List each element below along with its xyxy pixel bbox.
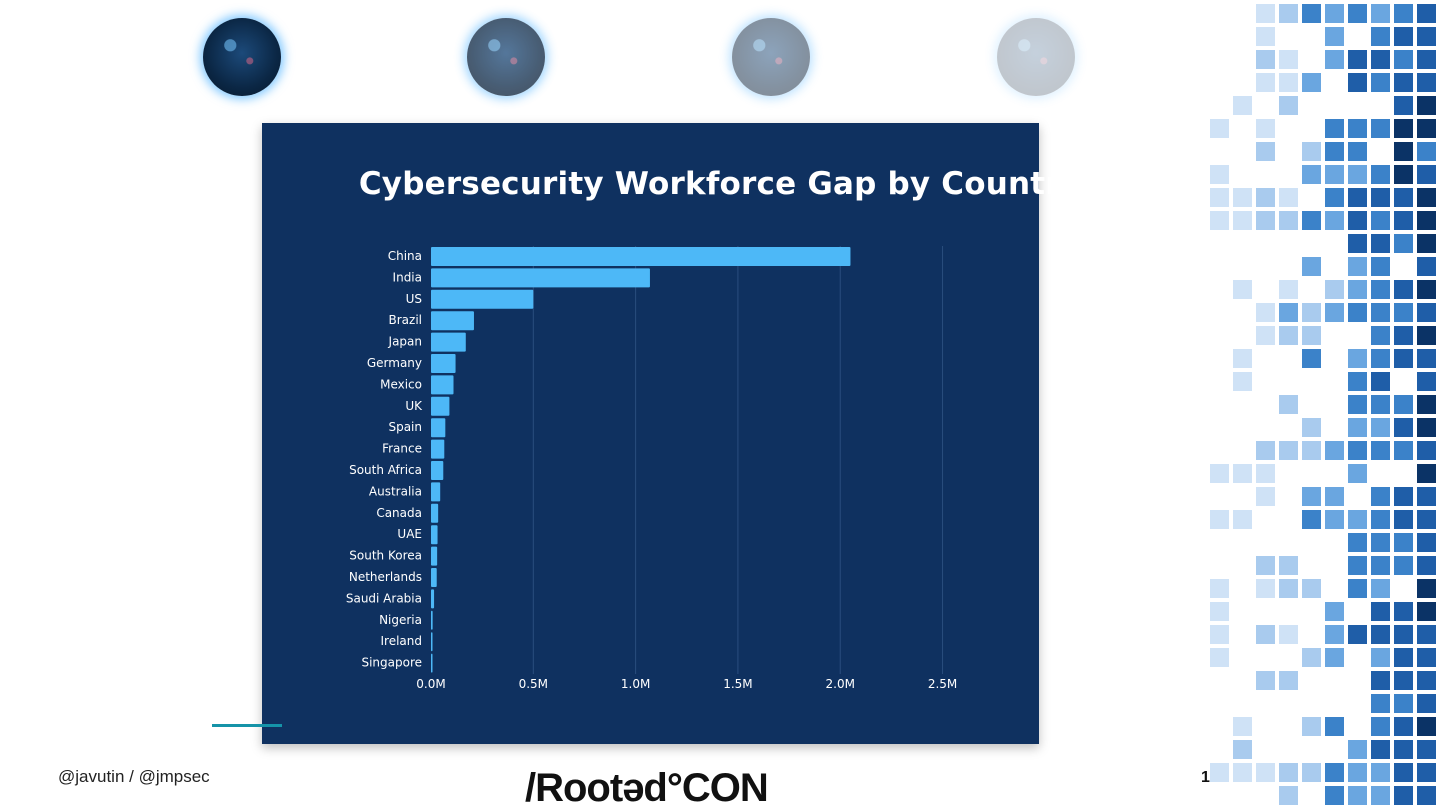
category-label: South Korea — [349, 549, 422, 563]
bar — [431, 568, 437, 587]
page-number: 10 — [1201, 769, 1219, 786]
bar — [431, 396, 450, 416]
category-label: Nigeria — [379, 613, 422, 627]
speaker-handles: @javutin / @jmpsec — [58, 767, 210, 786]
category-label: UK — [405, 399, 423, 413]
bar — [431, 247, 851, 266]
globe-icon — [203, 18, 281, 96]
bar — [431, 418, 446, 438]
globe-icon — [467, 18, 545, 96]
bar — [431, 354, 456, 373]
event-logo: /Rootəd°CON — [525, 766, 769, 810]
x-tick-label: 2.0M — [826, 677, 855, 691]
bar — [431, 439, 445, 459]
bar — [431, 632, 433, 652]
bar — [431, 589, 435, 609]
category-label: Spain — [388, 420, 422, 434]
x-tick-label: 1.5M — [723, 677, 752, 691]
category-label: South Africa — [349, 463, 422, 477]
category-label: Brazil — [389, 313, 423, 327]
bar — [431, 653, 433, 673]
category-label: Australia — [369, 484, 422, 498]
bar — [431, 461, 444, 480]
x-tick-label: 1.0M — [621, 677, 650, 691]
accent-line — [212, 724, 282, 727]
bar — [431, 311, 474, 331]
bar — [431, 289, 534, 309]
bar — [431, 525, 438, 545]
category-label: Ireland — [380, 634, 422, 648]
category-label: India — [393, 270, 422, 284]
bar — [431, 503, 439, 523]
category-label: US — [406, 292, 422, 306]
category-label: Singapore — [361, 656, 422, 670]
category-label: Japan — [388, 335, 422, 349]
bar — [431, 610, 433, 630]
bar — [431, 482, 441, 502]
bar — [431, 546, 438, 566]
category-label: Germany — [367, 356, 422, 370]
category-label: Mexico — [380, 377, 422, 391]
chart-title: Cybersecurity Workforce Gap by Country — [358, 166, 1082, 202]
bar — [431, 332, 466, 352]
bar — [431, 268, 650, 288]
category-label: China — [388, 249, 422, 263]
chart-panel — [262, 123, 1039, 744]
globe-icon — [997, 18, 1075, 96]
category-label: Netherlands — [349, 570, 422, 584]
category-label: Saudi Arabia — [346, 591, 422, 605]
globe-icon — [732, 18, 810, 96]
category-label: France — [382, 442, 422, 456]
category-label: UAE — [397, 527, 422, 541]
x-tick-label: 0.0M — [416, 677, 445, 691]
category-label: Canada — [376, 506, 422, 520]
x-tick-label: 2.5M — [928, 677, 957, 691]
bar — [431, 375, 454, 395]
x-tick-label: 0.5M — [519, 677, 548, 691]
